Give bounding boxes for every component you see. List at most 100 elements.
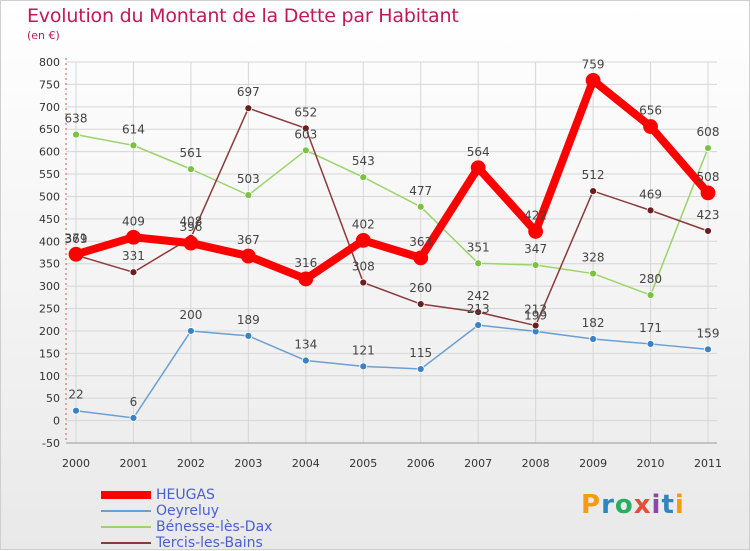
- x-tick-label: 2008: [522, 457, 550, 470]
- data-label: 363: [409, 235, 432, 249]
- data-label: 171: [639, 321, 662, 335]
- legend-swatch: [101, 526, 151, 528]
- data-label: 603: [294, 127, 317, 141]
- data-point: [704, 227, 712, 235]
- data-label: 213: [467, 302, 490, 316]
- legend-swatch: [101, 542, 151, 544]
- data-point: [704, 144, 712, 152]
- data-label: 608: [697, 125, 720, 139]
- data-label: 369: [65, 232, 88, 246]
- data-label: 200: [179, 308, 202, 322]
- data-point: [700, 185, 716, 201]
- y-tick-label: 550: [39, 168, 60, 181]
- data-point: [244, 331, 253, 340]
- data-point: [416, 300, 425, 308]
- logo-letter: i: [674, 490, 685, 520]
- data-label: 331: [122, 249, 145, 263]
- data-point: [589, 269, 597, 278]
- logo-letter: x: [633, 490, 652, 520]
- y-tick-label: 450: [39, 213, 60, 226]
- data-point: [585, 72, 601, 88]
- x-tick-label: 2004: [292, 457, 320, 470]
- data-point: [126, 229, 141, 245]
- data-label: 543: [352, 154, 375, 168]
- data-point: [298, 271, 314, 287]
- data-point: [129, 268, 138, 277]
- data-label: 477: [409, 184, 432, 198]
- data-label: 503: [237, 172, 260, 186]
- logo-letter: P: [581, 490, 602, 520]
- data-label: 6: [130, 395, 138, 409]
- legend-label: HEUGAS: [156, 487, 215, 503]
- y-tick-label: 250: [39, 303, 60, 316]
- data-label: 408: [179, 215, 202, 229]
- data-label: 512: [582, 168, 605, 182]
- chart-title: Evolution du Montant de la Dette par Hab…: [27, 5, 459, 27]
- y-tick-label: 50: [46, 392, 60, 405]
- data-label: 134: [294, 338, 317, 352]
- legend-label: Bénesse-lès-Dax: [156, 519, 273, 535]
- x-tick-label: 2003: [234, 457, 262, 470]
- y-tick-label: 150: [39, 347, 60, 360]
- legend-item: HEUGAS: [101, 487, 272, 503]
- data-label: 367: [237, 233, 260, 247]
- x-tick-label: 2009: [579, 457, 607, 470]
- data-point: [359, 278, 368, 287]
- data-label: 423: [697, 208, 720, 222]
- y-tick-label: 600: [39, 146, 60, 159]
- logo-letter: t: [661, 490, 675, 520]
- data-point: [301, 356, 310, 365]
- data-label: 308: [352, 260, 375, 274]
- data-label: 371: [65, 231, 88, 245]
- x-tick-label: 2010: [637, 457, 665, 470]
- data-point: [589, 187, 597, 195]
- data-point: [531, 321, 540, 330]
- data-label: 280: [639, 272, 662, 286]
- y-tick-label: 400: [39, 235, 60, 248]
- data-label: 422: [524, 208, 547, 222]
- data-label: 759: [582, 57, 605, 71]
- data-point: [531, 261, 540, 269]
- y-tick-label: 100: [39, 370, 60, 383]
- y-tick-label: -50: [42, 437, 60, 450]
- data-label: 347: [524, 242, 547, 256]
- y-tick-label: 300: [39, 280, 60, 293]
- legend-label: Tercis-les-Bains: [156, 535, 263, 551]
- data-point: [416, 365, 425, 373]
- data-point: [68, 246, 84, 262]
- legend-item: Bénesse-lès-Dax: [101, 519, 272, 535]
- y-tick-label: 0: [53, 415, 60, 428]
- data-point: [646, 340, 655, 348]
- x-tick-label: 2011: [694, 457, 722, 470]
- data-point: [646, 206, 655, 215]
- logo-letter: r: [601, 490, 615, 520]
- data-label: 652: [294, 105, 317, 119]
- data-label: 242: [467, 289, 490, 303]
- data-label: 561: [179, 146, 202, 160]
- data-point: [244, 104, 253, 113]
- data-point: [187, 165, 195, 174]
- data-point: [589, 335, 597, 343]
- data-point: [474, 321, 483, 330]
- data-point: [359, 173, 368, 182]
- data-label: 638: [65, 112, 88, 126]
- y-tick-label: 350: [39, 258, 60, 271]
- data-point: [359, 362, 368, 371]
- data-label: 508: [697, 170, 720, 184]
- data-point: [129, 141, 138, 150]
- data-label: 260: [409, 281, 432, 295]
- legend-label: Oeyreluy: [156, 503, 220, 519]
- y-tick-label: 800: [39, 56, 60, 69]
- series-line-oeyreluy: [75, 324, 709, 419]
- y-tick-label: 200: [39, 325, 60, 338]
- data-label: 409: [122, 214, 145, 228]
- logo-letter: i: [651, 490, 662, 520]
- x-tick-label: 2001: [119, 457, 147, 470]
- data-point: [183, 235, 199, 251]
- legend: HEUGAS Oeyreluy Bénesse-lès-Dax Tercis-les-…: [101, 487, 272, 551]
- series-line-tercis-les-bains: [75, 107, 709, 327]
- data-label: 656: [639, 104, 662, 118]
- data-point: [474, 259, 483, 268]
- data-point: [244, 191, 253, 200]
